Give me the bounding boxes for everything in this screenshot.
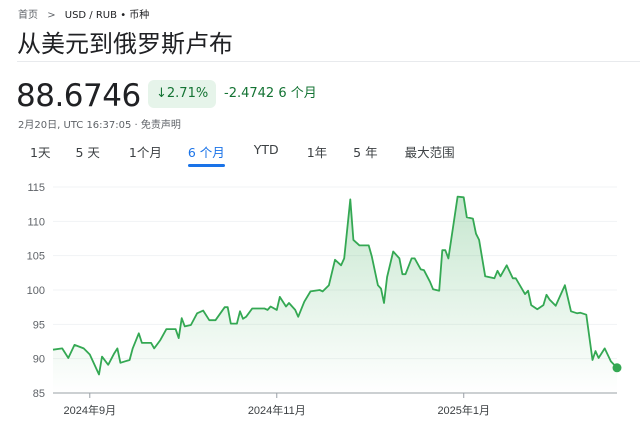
change-abs: -2.4742	[224, 86, 275, 101]
x-tick-label: 2025年1月	[437, 403, 490, 417]
area-fill	[53, 196, 617, 393]
change-percent-badge: ↓2.71%	[148, 80, 217, 108]
timestamp: 2月20日, UTC 16:37:05	[18, 120, 132, 131]
tab-range-6[interactable]: 5 年	[353, 145, 378, 160]
x-tick-label: 2024年9月	[63, 403, 116, 417]
breadcrumb-home-link[interactable]: 首页	[18, 10, 38, 21]
breadcrumb-dot: •	[120, 10, 127, 21]
change-summary: -2.4742 6 个月	[224, 80, 317, 108]
y-tick-label: 115	[27, 182, 45, 194]
breadcrumb: 首页 > USD / RUB • 币种	[18, 6, 149, 21]
price-line	[52, 195, 618, 376]
page-title: 从美元到俄罗斯卢布	[17, 30, 233, 58]
y-tick-label: 90	[33, 354, 45, 366]
y-tick-label: 100	[27, 285, 45, 297]
tab-range-4[interactable]: YTD	[253, 142, 279, 157]
y-tick-label: 110	[27, 216, 45, 228]
arrow-down-icon: ↓	[156, 86, 167, 101]
range-tabs: 1天 5 天 1个月 6 个月 YTD 1年 5 年 最大范围	[18, 140, 455, 167]
chevron-right-icon: >	[47, 10, 56, 21]
change-percent: 2.71%	[166, 86, 209, 101]
tab-range-5[interactable]: 1年	[306, 145, 328, 160]
tab-range-7[interactable]: 最大范围	[404, 145, 455, 160]
breadcrumb-type: 币种	[129, 10, 150, 21]
x-tick-label: 2024年11月	[248, 403, 306, 417]
tab-range-3[interactable]: 6 个月	[187, 140, 225, 167]
y-tick-label: 105	[27, 251, 45, 263]
disclaimer-link[interactable]: 免责声明	[140, 120, 181, 131]
timestamp-line: 2月20日, UTC 16:37:05 · 免责声明	[18, 120, 181, 131]
y-tick-label: 85	[33, 388, 45, 400]
last-point-marker	[612, 363, 622, 373]
change-period: 6 个月	[278, 86, 317, 101]
breadcrumb-pair: USD / RUB	[64, 10, 117, 21]
y-tick-label: 95	[33, 319, 45, 331]
divider	[17, 61, 640, 62]
price-chart: 85 90 95 100 105 110 115 2024年9月 2024年11月 2025年1月	[27, 182, 622, 417]
tab-range-0[interactable]: 1天	[30, 145, 51, 160]
tab-range-1[interactable]: 5 天	[75, 145, 100, 160]
tab-range-2[interactable]: 1个月	[128, 145, 162, 160]
current-price: 88.6746	[16, 78, 141, 114]
